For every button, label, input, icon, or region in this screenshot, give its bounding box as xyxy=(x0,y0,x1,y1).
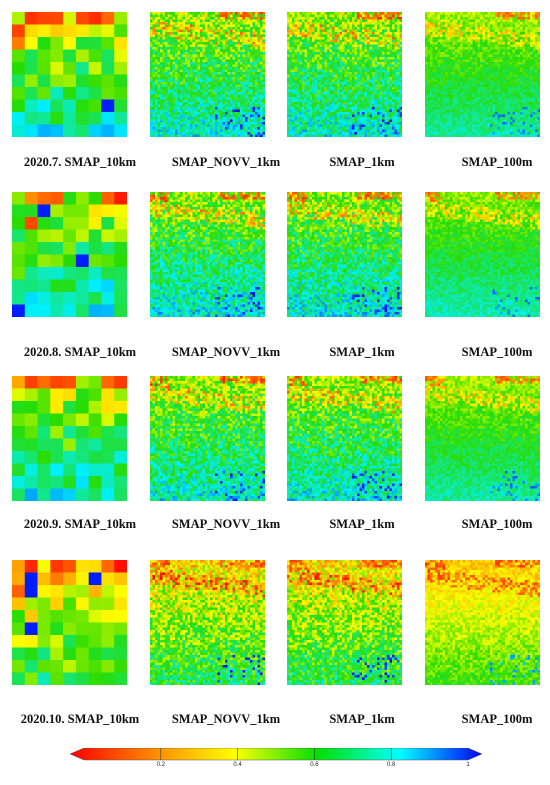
colorbar-gradient xyxy=(69,747,483,761)
smap-novv-1km-map xyxy=(150,192,265,317)
panel-caption: SMAP_NOVV_1km xyxy=(172,345,280,360)
panel-caption: SMAP_1km xyxy=(329,345,394,360)
colorbar-tick-label: 1 xyxy=(466,762,469,768)
panel-caption: SMAP_100m xyxy=(462,517,533,532)
colorbar-tick-label: 0.6 xyxy=(310,762,318,768)
colorbar: 0.2 0.4 0.6 0.8 1 xyxy=(69,747,483,778)
smap-10km-map xyxy=(12,376,127,501)
panel-caption: SMAP_1km xyxy=(329,517,394,532)
smap-10km-map xyxy=(12,12,127,137)
smap-novv-1km-map xyxy=(150,12,265,137)
smap-100m-map xyxy=(425,192,540,317)
smap-1km-map xyxy=(287,560,402,685)
panel-caption: SMAP_NOVV_1km xyxy=(172,712,280,727)
smap-10km-map xyxy=(12,192,127,317)
panel-caption: SMAP_1km xyxy=(329,155,394,170)
panel-caption: 2020.9. SMAP_10km xyxy=(24,517,136,532)
colorbar-tick-label: 0.4 xyxy=(233,762,241,768)
smap-100m-map xyxy=(425,560,540,685)
colorbar-tick-label: 0.2 xyxy=(157,762,165,768)
panel-caption: 2020.8. SMAP_10km xyxy=(24,345,136,360)
smap-10km-map xyxy=(12,560,127,685)
smap-novv-1km-map xyxy=(150,560,265,685)
panel-caption: SMAP_1km xyxy=(329,712,394,727)
panel-caption: SMAP_100m xyxy=(462,155,533,170)
panel-caption: SMAP_NOVV_1km xyxy=(172,155,280,170)
panel-caption: 2020.10. SMAP_10km xyxy=(21,712,139,727)
smap-1km-map xyxy=(287,376,402,501)
panel-caption: 2020.7. SMAP_10km xyxy=(24,155,136,170)
panel-caption: SMAP_100m xyxy=(462,345,533,360)
smap-100m-map xyxy=(425,12,540,137)
colorbar-bar xyxy=(69,747,483,761)
smap-1km-map xyxy=(287,192,402,317)
panel-caption: SMAP_NOVV_1km xyxy=(172,517,280,532)
colorbar-tick-label: 0.8 xyxy=(387,762,395,768)
panel-caption: SMAP_100m xyxy=(462,712,533,727)
smap-novv-1km-map xyxy=(150,376,265,501)
smap-100m-map xyxy=(425,376,540,501)
smap-1km-map xyxy=(287,12,402,137)
